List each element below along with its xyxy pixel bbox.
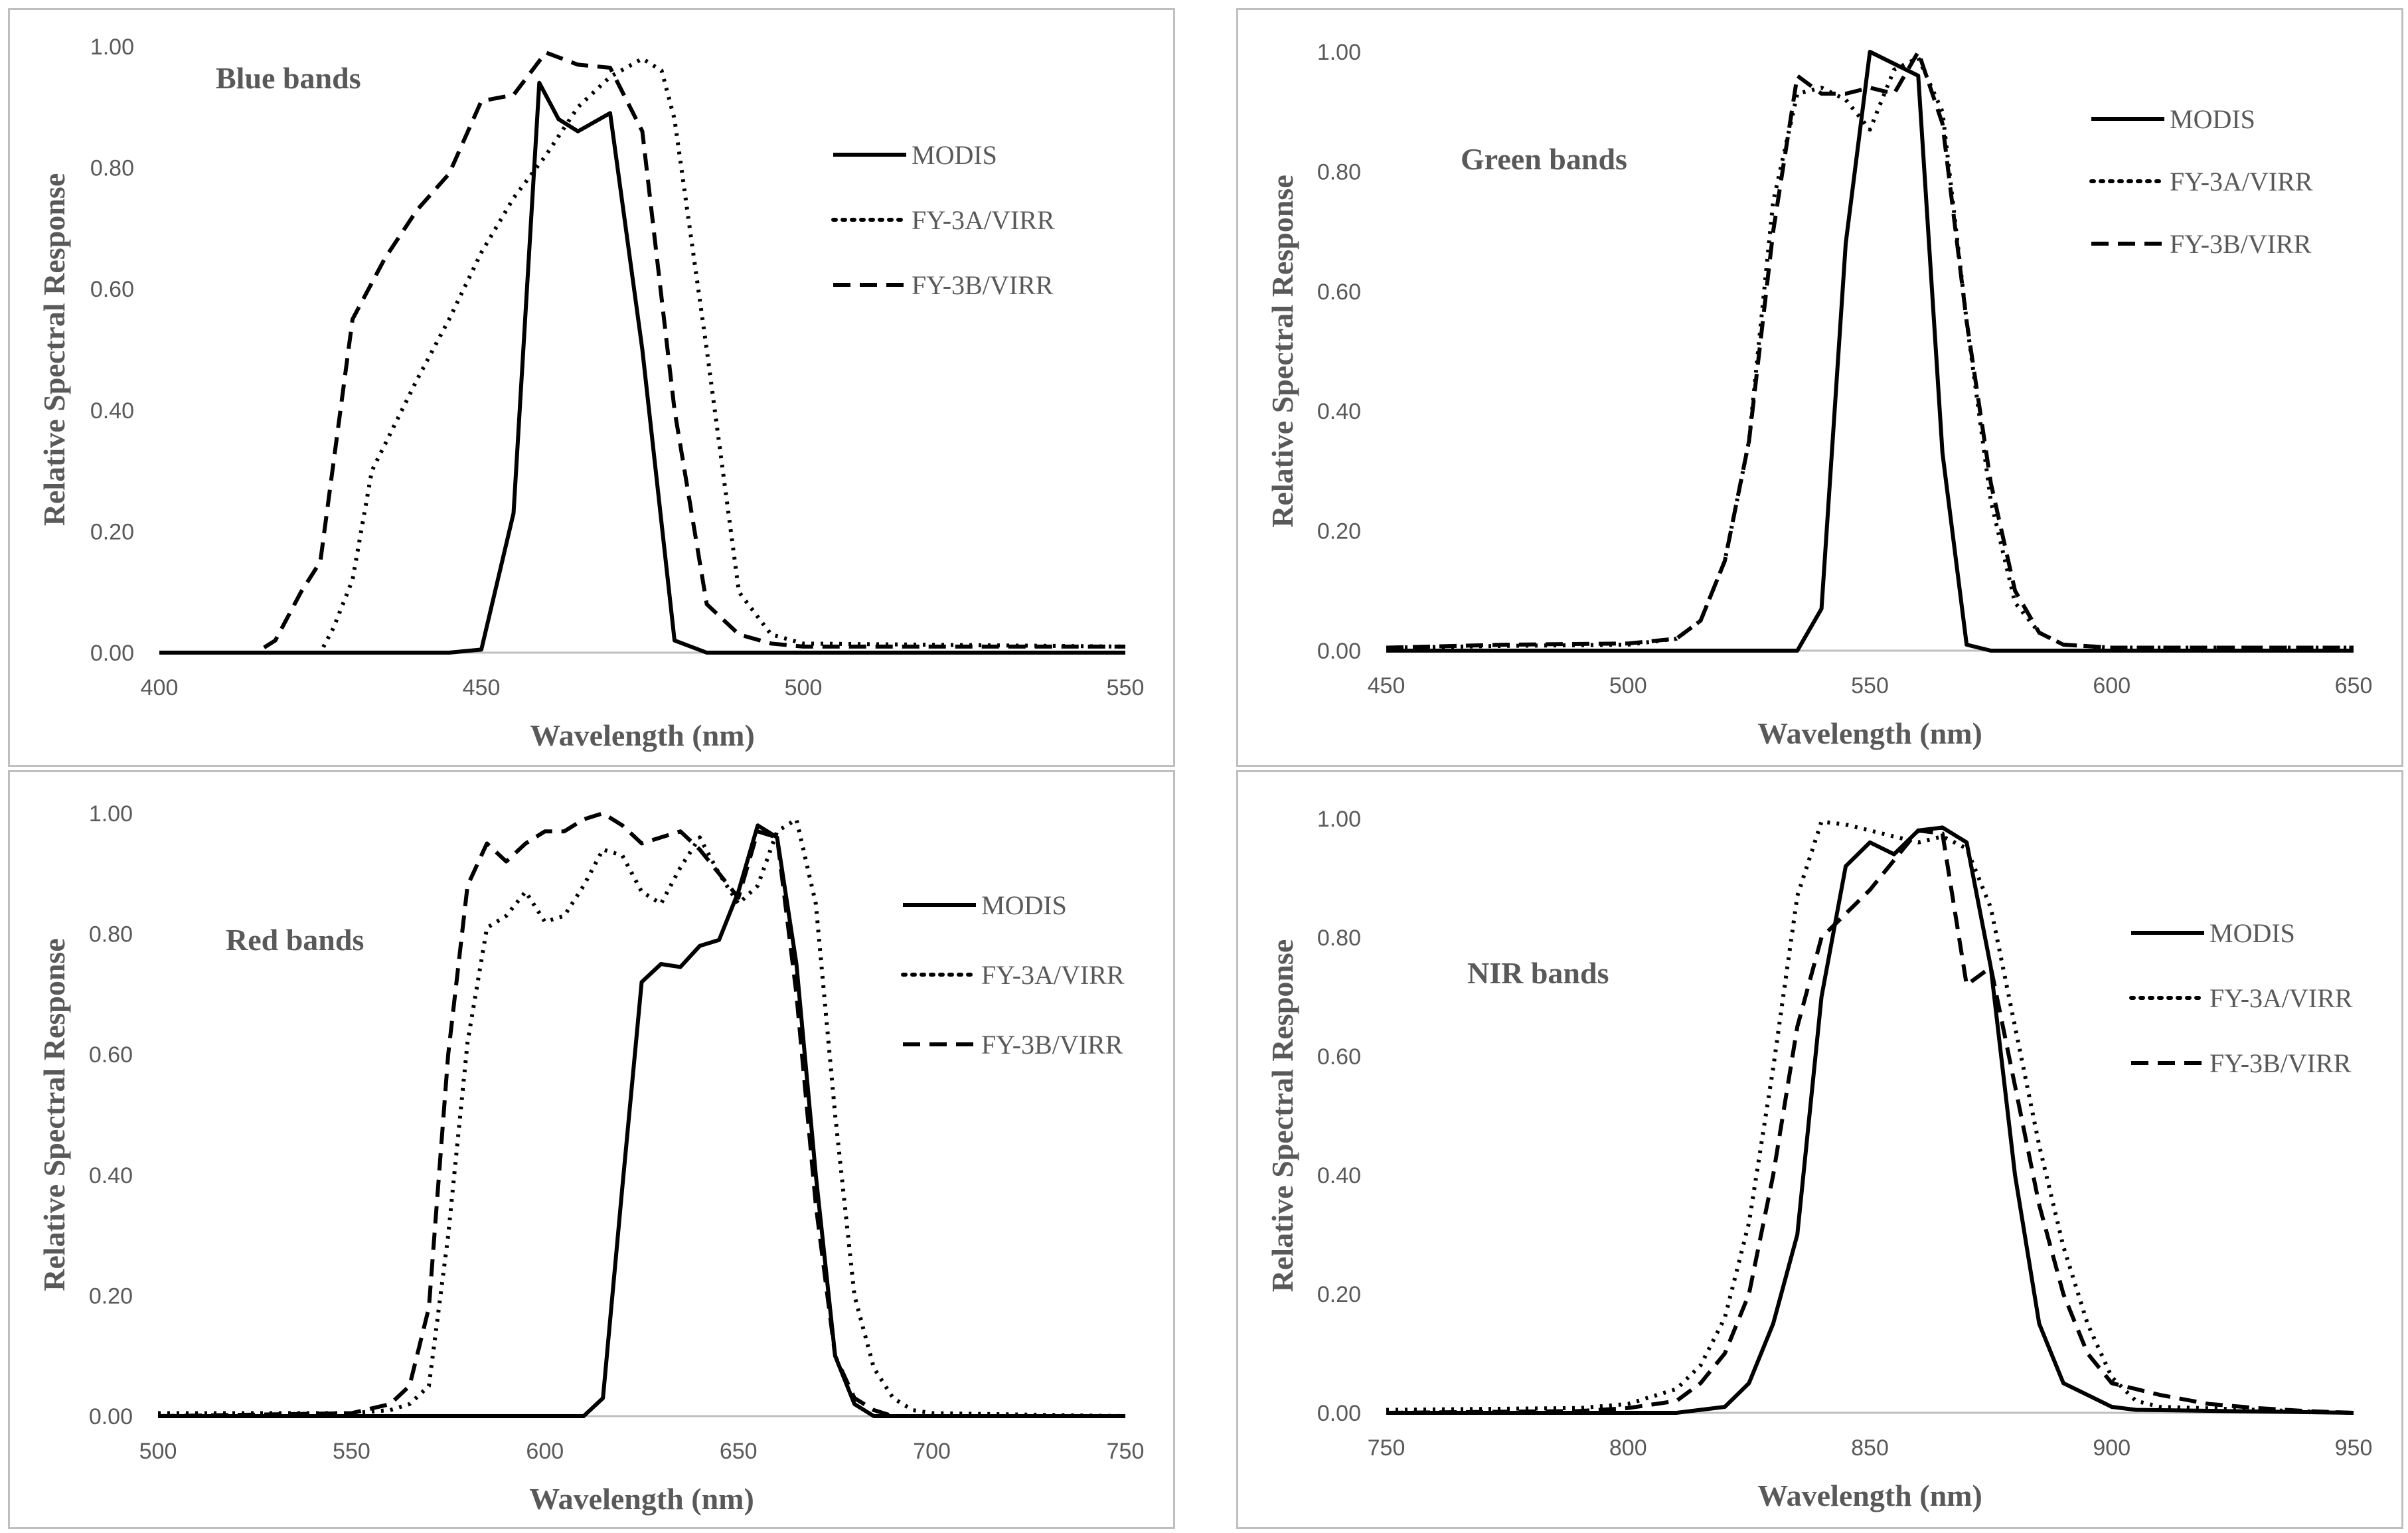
green-bands-x-tick-label: 550 — [1851, 673, 1889, 698]
red-bands-y-tick-label: 0.00 — [89, 1404, 133, 1429]
blue-bands-y-tick-label: 0.40 — [90, 398, 134, 424]
red-bands-band-label: Red bands — [226, 923, 364, 957]
red-bands-x-tick-label: 750 — [1107, 1439, 1145, 1464]
red-bands-y-tick-label: 0.60 — [89, 1042, 133, 1068]
green-bands-y-tick-label: 0.40 — [1317, 399, 1361, 424]
blue-bands-x-tick-label: 550 — [1107, 675, 1145, 700]
nir-bands-legend-label-modis: MODIS — [2209, 918, 2295, 948]
blue-bands-legend-label-fy3b-virr: FY-3B/VIRR — [912, 270, 1054, 300]
green-bands-series-modis — [1386, 50, 2354, 653]
nir-bands-legend-label-fy3b-virr: FY-3B/VIRR — [2209, 1048, 2352, 1078]
nir-bands-x-tick-label: 950 — [2335, 1435, 2373, 1461]
nir-bands-series-fy3b-virr — [1386, 828, 2354, 1415]
blue-bands-legend-label-fy3a-virr: FY-3A/VIRR — [912, 205, 1055, 235]
blue-bands-x-tick-label: 400 — [141, 675, 179, 700]
nir-bands-x-tick-label: 750 — [1368, 1435, 1405, 1461]
green-bands-x-tick-label: 450 — [1368, 673, 1405, 698]
blue-bands-y-tick-label: 0.80 — [90, 156, 134, 181]
green-bands-series-fy3b-virr — [1386, 50, 2354, 650]
red-bands-x-tick-label: 700 — [913, 1439, 951, 1464]
green-bands-x-tick-label: 650 — [2335, 673, 2373, 698]
nir-bands-y-tick-label: 0.00 — [1317, 1401, 1361, 1426]
green-bands-x-tick-label: 500 — [1609, 673, 1647, 698]
red-bands-legend-label-modis: MODIS — [981, 890, 1067, 920]
blue-bands-x-axis-title: Wavelength (nm) — [530, 718, 755, 752]
nir-bands-x-tick-label: 850 — [1851, 1435, 1889, 1461]
red-bands-legend-label-fy3a-virr: FY-3A/VIRR — [981, 960, 1125, 990]
nir-bands-y-tick-label: 0.20 — [1317, 1282, 1361, 1307]
green-bands-x-tick-label: 600 — [2093, 673, 2130, 698]
red-bands-series-fy3a-virr — [158, 817, 1126, 1418]
nir-bands-panel: 0.00 0.20 0.40 0.60 0.80 1.00 750 800 850 900 950 W… — [1236, 770, 2403, 1529]
green-bands-series-fy3a-virr — [1386, 56, 2354, 650]
red-bands-y-tick-label: 0.40 — [89, 1163, 133, 1188]
green-bands-x-axis-title: Wavelength (nm) — [1757, 716, 1982, 750]
blue-bands-y-tick-label: 0.00 — [90, 641, 134, 666]
blue-bands-band-label: Blue bands — [216, 61, 361, 95]
blue-bands-chart: 0.00 0.20 0.40 0.60 0.80 1.00 400 450 500 550 Wave… — [37, 35, 1145, 752]
nir-bands-series-fy3a-virr — [1386, 819, 2354, 1415]
blue-bands-series-modis — [159, 80, 1125, 655]
red-bands-x-tick-label: 600 — [526, 1439, 564, 1464]
green-bands-panel: 0.00 0.20 0.40 0.60 0.80 1.00 450 500 550 600 650 W… — [1236, 8, 2403, 767]
green-bands-y-tick-label: 0.60 — [1317, 280, 1361, 305]
green-bands-y-tick-label: 0.80 — [1317, 159, 1361, 185]
red-bands-x-axis-title: Wavelength (nm) — [529, 1482, 754, 1516]
green-bands-y-tick-label: 1.00 — [1317, 40, 1361, 65]
red-bands-y-axis-title: Relative Spectral Response — [37, 938, 71, 1291]
nir-bands-chart: 0.00 0.20 0.40 0.60 0.80 1.00 750 800 850 900 950 W… — [1265, 807, 2373, 1512]
nir-bands-y-tick-label: 0.80 — [1317, 926, 1361, 951]
blue-bands-series-fy3b-virr — [159, 50, 1125, 655]
green-bands-band-label: Green bands — [1461, 142, 1627, 176]
blue-bands-x-tick-label: 500 — [785, 675, 823, 700]
nir-bands-x-axis-title: Wavelength (nm) — [1757, 1479, 1982, 1512]
red-bands-series-fy3b-virr — [157, 811, 1125, 1418]
blue-bands-x-tick-label: 450 — [463, 675, 501, 700]
red-bands-panel: 0.00 0.20 0.40 0.60 0.80 1.00 500 550 600 650 700 7… — [8, 770, 1175, 1529]
nir-bands-y-tick-label: 0.60 — [1317, 1044, 1361, 1070]
nir-bands-y-tick-label: 1.00 — [1317, 807, 1361, 832]
nir-bands-legend-label-fy3a-virr: FY-3A/VIRR — [2209, 983, 2353, 1013]
blue-bands-legend-label-modis: MODIS — [912, 140, 997, 170]
green-bands-y-axis-title: Relative Spectral Response — [1265, 175, 1299, 527]
nir-bands-x-tick-label: 900 — [2093, 1435, 2130, 1461]
red-bands-y-tick-label: 0.20 — [89, 1283, 133, 1309]
red-bands-legend-label-fy3b-virr: FY-3B/VIRR — [981, 1030, 1123, 1060]
nir-bands-y-tick-label: 0.40 — [1317, 1163, 1361, 1188]
red-bands-y-tick-label: 1.00 — [89, 801, 133, 827]
blue-bands-y-tick-label: 0.60 — [90, 277, 134, 302]
red-bands-series-modis — [158, 823, 1125, 1418]
green-bands-legend-label-fy3a-virr: FY-3A/VIRR — [2170, 167, 2313, 197]
blue-bands-y-tick-label: 0.20 — [90, 519, 134, 544]
green-bands-chart: 0.00 0.20 0.40 0.60 0.80 1.00 450 500 550 600 650 W… — [1265, 40, 2373, 750]
blue-bands-y-axis-title: Relative Spectral Response — [37, 173, 71, 526]
blue-bands-panel: 0.00 0.20 0.40 0.60 0.80 1.00 400 450 500 550 Wave… — [8, 8, 1175, 767]
red-bands-x-tick-label: 650 — [720, 1439, 758, 1464]
red-bands-y-tick-label: 0.80 — [89, 922, 133, 947]
green-bands-legend-label-modis: MODIS — [2170, 104, 2255, 134]
green-bands-y-tick-label: 0.20 — [1317, 519, 1361, 544]
nir-bands-band-label: NIR bands — [1467, 956, 1609, 990]
nir-bands-series-modis — [1386, 825, 2354, 1415]
green-bands-y-tick-label: 0.00 — [1317, 639, 1361, 664]
blue-bands-y-tick-label: 1.00 — [90, 35, 134, 60]
nir-bands-y-axis-title: Relative Spectral Response — [1265, 939, 1299, 1292]
nir-bands-x-tick-label: 800 — [1609, 1435, 1647, 1461]
red-bands-chart: 0.00 0.20 0.40 0.60 0.80 1.00 500 550 600 650 700 7… — [37, 801, 1145, 1516]
green-bands-legend-label-fy3b-virr: FY-3B/VIRR — [2170, 229, 2312, 259]
red-bands-x-tick-label: 500 — [139, 1439, 177, 1464]
red-bands-x-tick-label: 550 — [333, 1439, 370, 1464]
